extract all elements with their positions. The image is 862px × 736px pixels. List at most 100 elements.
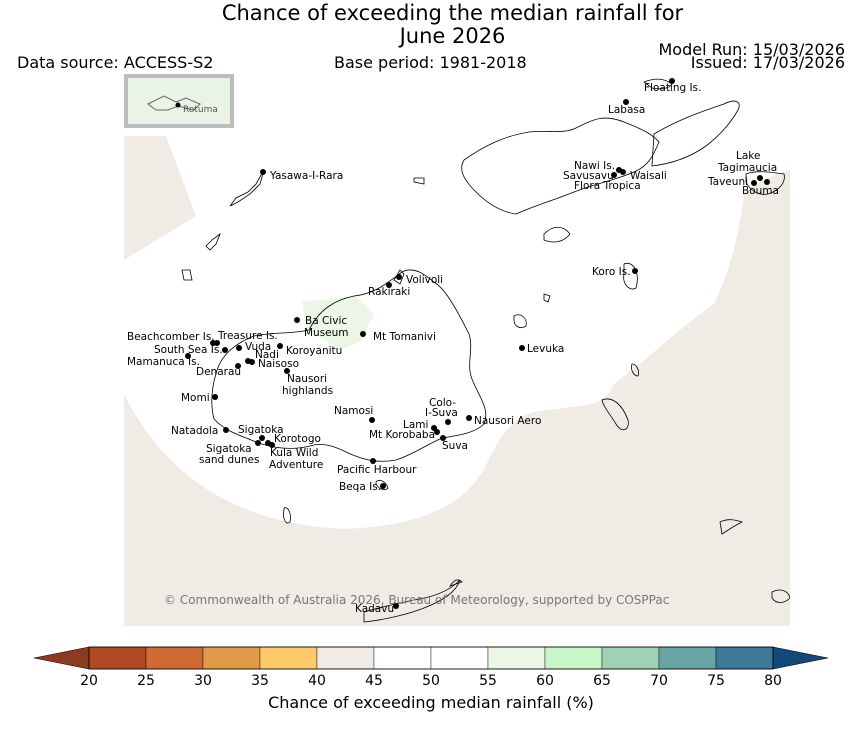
marker-beqa [380,483,386,489]
marker-volivoli [396,274,402,280]
place-markers [185,78,770,609]
marker-yasawa [260,169,266,175]
marker-nausori-highlands [284,368,290,374]
colorbar-cell [487,646,546,670]
colorbar-cell [316,646,375,670]
marker-korobaba [434,429,440,435]
colorbar-tick-label: 75 [707,673,725,689]
marker-tomanivi [360,331,366,337]
label-pacific-harbour: Pacific Harbour [337,464,417,476]
label-highlands: highlands [282,385,333,397]
label-korobaba: Mt Korobaba [369,429,435,441]
label-south-sea: South Sea Is. [154,344,223,356]
colorbar: 20 25 30 35 40 45 50 55 60 65 70 75 80 [33,646,829,689]
label-kula: Kula Wild [270,447,318,459]
coastlines [181,78,790,623]
shade-region-west [124,136,196,260]
label-rakiraki: Rakiraki [368,286,410,298]
label-koroyanitu: Koroyanitu [286,345,342,357]
label-labasa: Labasa [608,104,645,116]
marker-nausori-aero [466,415,472,421]
label-namosi: Namosi [334,405,373,417]
rotuma-inset: Rotuma [124,74,234,128]
label-waisali: Waisali [630,170,667,182]
label-kadavu: Kadavu [355,603,394,615]
marker-bouma [764,179,770,185]
marker-waisali [620,169,626,175]
marker-denarau [235,363,241,369]
marker-labasa [623,99,629,105]
label-nadi: Nadi [255,349,279,361]
colorbar-tick-label: 55 [479,673,497,689]
marker-vuda [236,345,242,351]
model-run: Model Run: 15/03/2026 [658,40,846,59]
colorbar-cell [658,646,717,670]
marker-lake-tagimaucia [757,175,763,181]
marker-namosi [369,417,375,423]
label-mamanuca: Mamanuca Is. [127,356,200,368]
colorbar-tick-label: 60 [536,673,554,689]
marker-kadavu [393,603,399,609]
inset-label: Rotuma [183,105,218,115]
label-sigatoka-2: Sigatoka [206,443,252,455]
marker-colo-i-suva [445,419,451,425]
map-title: Chance of exceeding the median rainfall … [0,2,862,48]
marker-koro [632,268,638,274]
label-treasure: Treasure Is. [217,330,278,342]
label-adventure: Adventure [269,459,323,471]
marker-mamanuca [185,353,191,359]
colorbar-cell [430,646,489,670]
colorbar-cell [544,646,603,670]
colorbar-cell [145,646,204,670]
colorbar-cell [601,646,660,670]
title-line-1: Chance of exceeding the median rainfall … [221,1,684,25]
label-nausori: Nausori [287,373,327,385]
label-nawi: Nawi Is. [574,160,615,172]
colorbar-tick-label: 65 [593,673,611,689]
label-lami: Lami [403,419,428,431]
colorbar-tick-label: 20 [80,673,98,689]
marker-natadola [223,427,229,433]
colorbar-outline [88,646,774,670]
marker-treasure [214,340,220,346]
issued-date: Issued: 17/03/2026 [690,53,845,72]
label-vuda: Vuda [245,341,271,353]
colorbar-cells [88,646,774,670]
colorbar-cell [88,646,147,670]
marker-sigatoka-dunes [255,440,261,446]
colorbar-title: Chance of exceeding median rainfall (%) [268,693,594,712]
label-bouma: Bouma [742,185,779,197]
marker-ba [294,317,300,323]
marker-floating-is [669,78,675,84]
colorbar-cell [373,646,432,670]
label-museum: Museum [304,327,349,339]
marker-levuka [519,345,525,351]
colorbar-ticks: 20 25 30 35 40 45 50 55 60 65 70 75 80 [80,673,782,689]
colorbar-under-triangle [33,646,90,670]
label-colo: Colo- [429,397,456,409]
label-suva: Suva [442,440,468,452]
label-korotogo: Korotogo [274,433,321,445]
map-area: Rotuma [124,74,790,626]
label-koro: Koro Is. [592,266,631,278]
colorbar-tick-label: 50 [422,673,440,689]
label-sand-dunes: sand dunes [199,454,259,466]
label-savusavu: Savusavu [563,170,614,182]
label-sigatoka: Sigatoka [238,424,284,436]
marker-rakiraki [386,282,392,288]
map-svg: Rotuma [124,74,790,626]
label-naisoso: Naisoso [258,358,299,370]
colorbar-tick-label: 45 [365,673,383,689]
label-nausori-aero: Nausori Aero [474,415,541,427]
marker-taveuni [751,180,757,186]
colorbar-tick-label: 40 [308,673,326,689]
colorbar-cell [715,646,774,670]
label-tomanivi: Mt Tomanivi [373,331,436,343]
marker-pacific-harbour [370,458,376,464]
label-beqa: Beqa Is. [339,481,381,493]
colorbar-tick-label: 25 [137,673,155,689]
label-volivoli: Volivoli [406,274,443,286]
colorbar-cell [202,646,261,670]
label-momi: Momi [181,392,210,404]
colorbar-tick-label: 80 [764,673,782,689]
